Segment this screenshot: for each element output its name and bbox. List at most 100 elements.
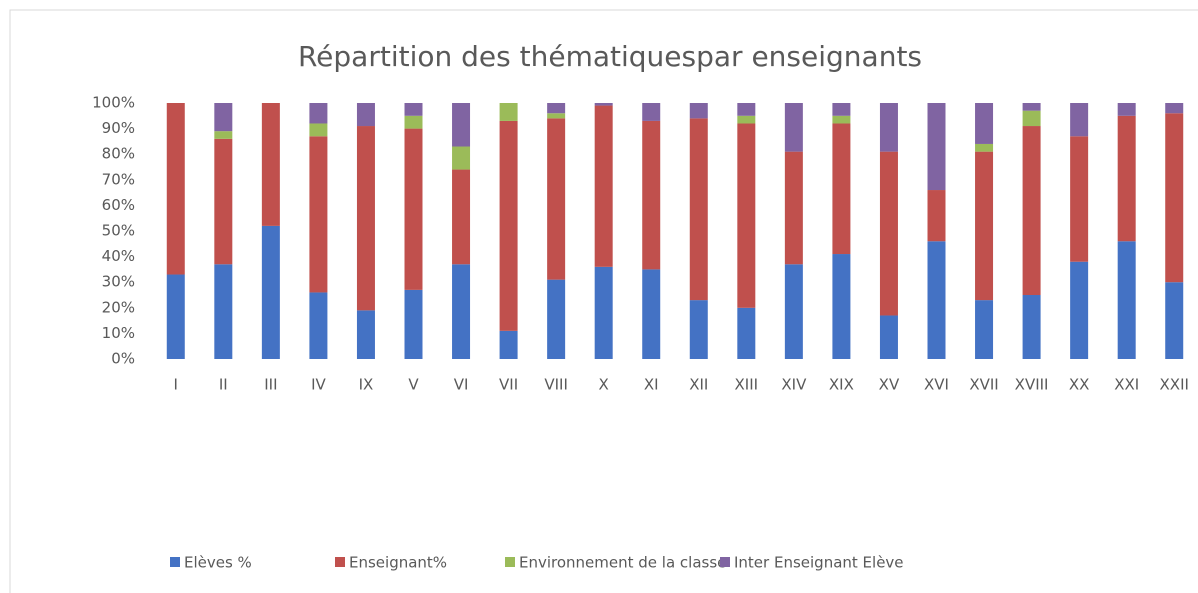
bar-segment xyxy=(784,151,803,265)
bar-segment xyxy=(879,315,898,359)
bar-segment xyxy=(1070,136,1089,262)
bar-segment xyxy=(642,120,661,270)
x-tick-label: VI xyxy=(454,376,469,394)
legend-swatch xyxy=(335,557,345,567)
bar-segment xyxy=(689,103,708,119)
y-tick-label: 10% xyxy=(102,324,135,342)
bar-segment xyxy=(404,128,423,290)
bar-segment xyxy=(1117,115,1136,242)
x-tick-label: XIX xyxy=(829,376,854,394)
bar-segment xyxy=(1165,103,1184,114)
x-tick-label: IV xyxy=(311,376,326,394)
bar-segment xyxy=(499,330,518,359)
bar-segment xyxy=(642,103,661,121)
x-tick-label: III xyxy=(264,376,277,394)
bar-segment xyxy=(975,300,994,359)
bar-segment xyxy=(1070,261,1089,359)
bar-segment xyxy=(784,103,803,152)
y-tick-label: 80% xyxy=(102,145,135,163)
bar-segment xyxy=(356,310,375,359)
bar-segment xyxy=(879,151,898,316)
bar-segment xyxy=(689,118,708,301)
bar-segment xyxy=(1165,282,1184,359)
bar-segment xyxy=(261,225,280,359)
bar-segment xyxy=(356,103,375,127)
x-tick-label: VIII xyxy=(544,376,568,394)
bar-segment xyxy=(309,123,328,137)
x-tick-label: XV xyxy=(879,376,900,394)
bar-segment xyxy=(1022,126,1041,295)
bar-segment xyxy=(499,120,518,331)
bar-segment xyxy=(927,190,946,242)
legend-swatch xyxy=(170,557,180,567)
bar-segment xyxy=(927,103,946,191)
x-tick-label: X xyxy=(599,376,609,394)
bar-segment xyxy=(547,103,566,114)
bar-segment xyxy=(1117,241,1136,359)
y-tick-label: 70% xyxy=(102,170,135,188)
bar-segment xyxy=(832,115,851,124)
y-tick-label: 20% xyxy=(102,298,135,316)
y-tick-label: 60% xyxy=(102,196,135,214)
bar-segment xyxy=(975,151,994,301)
bar-segment xyxy=(832,254,851,359)
legend-swatch xyxy=(720,557,730,567)
bar-segment xyxy=(594,105,613,267)
bar-segment xyxy=(832,123,851,255)
bar-segment xyxy=(1022,295,1041,359)
bar-segment xyxy=(547,118,566,280)
x-tick-label: XVII xyxy=(969,376,998,394)
bar-segment xyxy=(214,138,233,265)
x-tick-label: XVI xyxy=(924,376,949,394)
y-tick-label: 50% xyxy=(102,222,135,240)
bar-segment xyxy=(261,103,280,226)
y-tick-label: 100% xyxy=(92,94,135,112)
bar-segment xyxy=(784,264,803,359)
x-tick-label: XXI xyxy=(1114,376,1139,394)
chart-frame xyxy=(9,9,1198,593)
bar-segment xyxy=(309,136,328,293)
bar-segment xyxy=(737,307,756,359)
legend-label: Enseignant% xyxy=(349,554,447,572)
bar-segment xyxy=(452,264,471,359)
x-tick-label: XX xyxy=(1069,376,1090,394)
bar-segment xyxy=(499,103,518,121)
bar-segment xyxy=(1070,103,1089,137)
bar-segment xyxy=(975,143,994,152)
y-tick-label: 40% xyxy=(102,247,135,265)
bar-segment xyxy=(547,113,566,119)
bar-segment xyxy=(547,279,566,359)
bar-segment xyxy=(452,169,471,265)
x-tick-label: V xyxy=(408,376,419,394)
bar-segment xyxy=(737,115,756,124)
x-tick-label: XI xyxy=(644,376,659,394)
bar-segment xyxy=(214,103,233,132)
bar-segment xyxy=(356,126,375,311)
bar-segment xyxy=(452,146,471,170)
bar-segment xyxy=(927,241,946,359)
bar-segment xyxy=(832,103,851,116)
chart-title: Répartition des thématiquespar enseignan… xyxy=(298,40,922,73)
bar-segment xyxy=(642,269,661,359)
bar-segment xyxy=(1022,110,1041,127)
legend-label: Elèves % xyxy=(184,554,252,572)
bar-segment xyxy=(975,103,994,144)
x-tick-label: VII xyxy=(499,376,518,394)
y-tick-label: 0% xyxy=(111,350,135,368)
x-tick-label: IX xyxy=(359,376,374,394)
x-tick-label: XVIII xyxy=(1015,376,1049,394)
x-tick-label: XII xyxy=(689,376,708,394)
x-tick-label: XXII xyxy=(1160,376,1189,394)
bar-segment xyxy=(689,300,708,359)
bar-segment xyxy=(309,292,328,359)
y-tick-label: 30% xyxy=(102,273,135,291)
bar-segment xyxy=(404,103,423,116)
bar-segment xyxy=(737,103,756,116)
bar-segment xyxy=(594,266,613,359)
x-tick-label: XIII xyxy=(735,376,759,394)
x-tick-label: XIV xyxy=(781,376,807,394)
x-tick-label: I xyxy=(174,376,178,394)
bar-segment xyxy=(166,274,185,359)
y-tick-label: 90% xyxy=(102,119,135,137)
